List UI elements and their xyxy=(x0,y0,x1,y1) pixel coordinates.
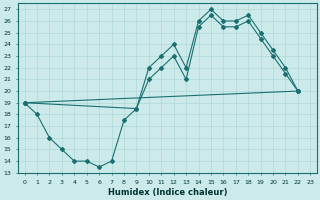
X-axis label: Humidex (Indice chaleur): Humidex (Indice chaleur) xyxy=(108,188,227,197)
